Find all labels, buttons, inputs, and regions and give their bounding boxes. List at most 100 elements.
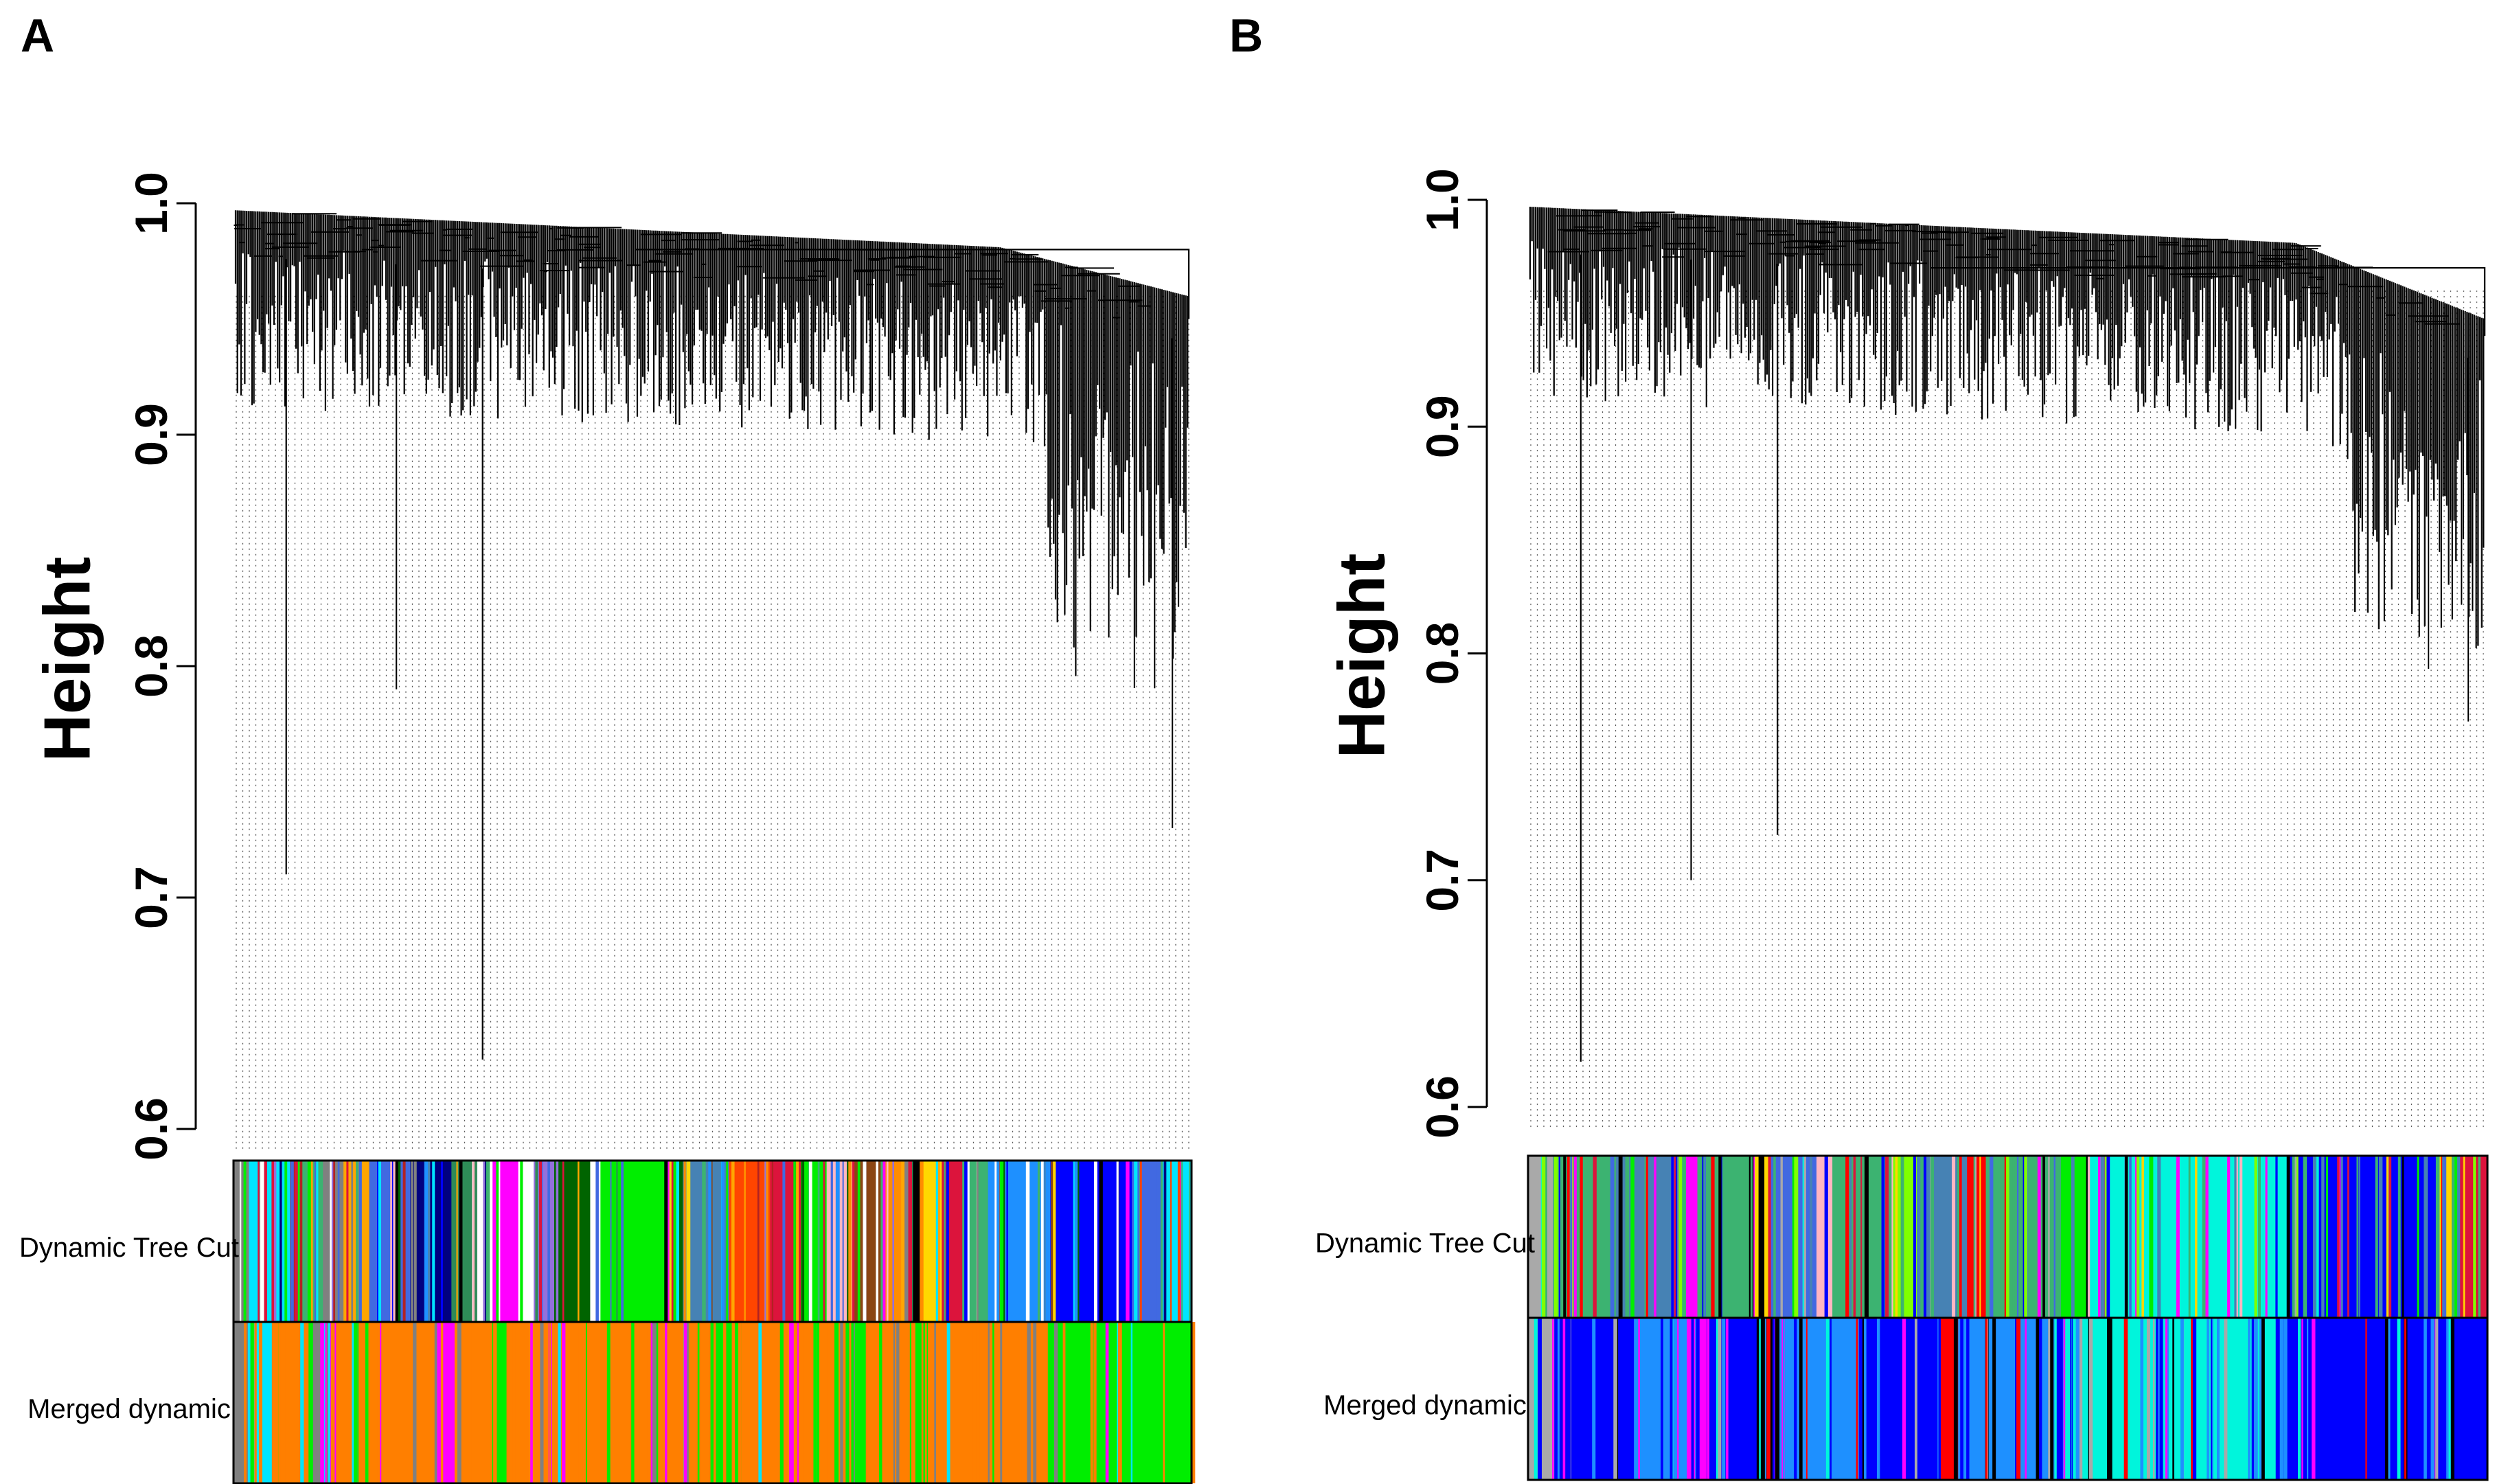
module-color-stripe: [2129, 1156, 2132, 1318]
module-color-stripe: [967, 1161, 970, 1322]
module-color-stripe: [317, 1322, 321, 1483]
module-color-stripe: [2086, 1156, 2088, 1318]
module-color-stripe: [2375, 1156, 2378, 1318]
module-color-stripe: [2004, 1156, 2007, 1318]
module-color-stripe: [562, 1161, 565, 1322]
module-color-stripe: [2450, 1318, 2454, 1480]
module-color-stripe: [637, 1322, 640, 1483]
module-color-stripe: [1115, 1322, 1117, 1483]
module-color-stripe: [2071, 1156, 2075, 1318]
module-color-stripe: [1163, 1161, 1167, 1322]
module-color-stripe: [440, 1161, 444, 1322]
module-color-stripe: [1593, 1156, 1597, 1318]
module-color-stripe: [2478, 1318, 2483, 1480]
module-color-stripe: [1619, 1318, 1621, 1480]
module-color-stripe: [652, 1322, 657, 1483]
y-tick-label: 0.7: [1417, 849, 1468, 912]
y-tick-label: 1.0: [1417, 168, 1468, 231]
module-color-stripe: [828, 1322, 831, 1483]
module-color-stripe: [539, 1161, 542, 1322]
module-color-segment: [329, 1322, 435, 1483]
module-color-stripe: [520, 1161, 523, 1322]
module-color-stripe: [665, 1322, 668, 1483]
module-color-stripe: [683, 1161, 686, 1322]
module-color-stripe: [2097, 1156, 2101, 1318]
module-color-stripe: [1891, 1156, 1893, 1318]
module-color-stripe: [1563, 1156, 1567, 1318]
module-color-stripe: [710, 1161, 713, 1322]
module-color-stripe: [849, 1322, 852, 1483]
module-color-stripe: [325, 1322, 327, 1483]
module-color-stripe: [2347, 1156, 2349, 1318]
module-color-stripe: [2025, 1318, 2027, 1480]
module-color-stripe: [2446, 1318, 2450, 1480]
module-color-stripe: [316, 1161, 319, 1322]
module-color-stripe: [2454, 1156, 2458, 1318]
module-color-stripe: [2141, 1156, 2145, 1318]
module-color-stripe: [462, 1322, 466, 1483]
module-color-stripe: [817, 1161, 820, 1322]
module-color-stripe: [1554, 1318, 1558, 1480]
module-color-stripe: [2379, 1156, 2382, 1318]
module-color-stripe: [911, 1161, 915, 1322]
module-color-stripe: [1758, 1318, 1761, 1480]
module-color-stripe: [1554, 1156, 1558, 1318]
module-color-stripe: [555, 1322, 559, 1483]
module-color-stripe: [433, 1322, 437, 1483]
module-color-segment: [1049, 1161, 1132, 1322]
module-color-stripe: [290, 1161, 294, 1322]
module-color-stripe: [1718, 1318, 1722, 1480]
module-color-stripe: [721, 1161, 725, 1322]
module-color-segment: [2064, 1318, 2277, 1480]
module-color-stripe: [2221, 1318, 2224, 1480]
module-color-stripe: [238, 1322, 242, 1483]
module-color-stripe: [1797, 1318, 1800, 1480]
module-color-segment: [1163, 1161, 1192, 1322]
module-color-stripe: [2254, 1318, 2258, 1480]
module-color-stripe: [1073, 1161, 1076, 1322]
module-color-stripe: [1860, 1156, 1862, 1318]
module-color-stripe: [2321, 1156, 2325, 1318]
module-color-stripe: [2101, 1156, 2104, 1318]
module-color-stripe: [1037, 1161, 1040, 1322]
module-color-stripe: [2007, 1318, 2009, 1480]
module-color-stripe: [397, 1161, 401, 1322]
module-color-stripe: [260, 1161, 264, 1322]
module-color-stripe: [1725, 1318, 1729, 1480]
module-color-stripe: [390, 1161, 392, 1322]
module-color-stripe: [2326, 1156, 2328, 1318]
module-color-stripe: [402, 1161, 406, 1322]
module-color-stripe: [2056, 1318, 2060, 1480]
module-color-stripe: [1624, 1318, 1628, 1480]
module-color-stripe: [1586, 1318, 1590, 1480]
module-color-stripe: [305, 1161, 310, 1322]
module-color-stripe: [2105, 1156, 2107, 1318]
module-color-stripe: [2311, 1318, 2316, 1480]
module-color-stripe: [904, 1161, 909, 1322]
module-color-stripe: [1751, 1318, 1753, 1480]
module-color-stripe: [934, 1322, 937, 1483]
module-color-stripe: [2092, 1156, 2095, 1318]
panel-a-dendrogram: 0.6 0.7 0.8 0.9 1.0 Height Dynamic Tree Cut Mer…: [19, 172, 1196, 1484]
module-color-stripe: [892, 1161, 894, 1322]
module-color-stripe: [2451, 1156, 2454, 1318]
module-color-stripe: [1764, 1156, 1768, 1318]
module-color-stripe: [2279, 1318, 2284, 1480]
module-color-stripe: [782, 1161, 786, 1322]
module-color-stripe: [2261, 1318, 2265, 1480]
module-color-stripe: [2319, 1318, 2323, 1480]
module-color-stripe: [645, 1322, 648, 1483]
module-color-stripe: [1040, 1161, 1044, 1322]
y-axis-title: Height: [30, 557, 104, 762]
module-color-stripe: [1044, 1161, 1046, 1322]
module-color-stripe: [2402, 1156, 2404, 1318]
module-color-stripe: [578, 1322, 582, 1483]
module-color-stripe: [432, 1161, 435, 1322]
module-color-stripe: [1854, 1156, 1858, 1318]
module-color-stripe: [2303, 1156, 2308, 1318]
module-color-stripe: [365, 1322, 369, 1483]
module-color-stripe: [1862, 1318, 1864, 1480]
module-color-stripe: [275, 1322, 279, 1483]
module-color-stripe: [2275, 1156, 2278, 1318]
module-color-stripe: [813, 1322, 817, 1483]
